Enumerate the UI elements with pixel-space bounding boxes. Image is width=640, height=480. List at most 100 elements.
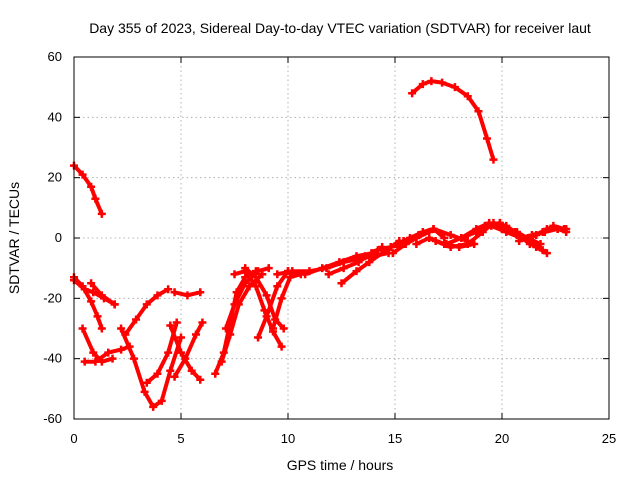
data-point-marker — [438, 78, 447, 87]
data-point-marker — [337, 279, 346, 288]
data-point-marker — [480, 221, 489, 230]
data-point-marker — [129, 354, 138, 363]
data-point-marker — [418, 80, 427, 89]
y-tick-label: 60 — [48, 49, 62, 64]
data-point-marker — [251, 273, 260, 282]
series-line-s19 — [256, 269, 290, 340]
data-point-marker — [97, 291, 106, 300]
data-point-marker — [183, 291, 192, 300]
chart-title: Day 355 of 2023, Sidereal Day-to-day VTE… — [89, 20, 591, 36]
data-point-marker — [89, 348, 98, 357]
data-point-marker — [241, 279, 250, 288]
data-point-marker — [187, 366, 196, 375]
data-point-marker — [277, 342, 286, 351]
data-point-marker — [273, 270, 282, 279]
data-point-marker — [301, 270, 310, 279]
data-point-marker — [532, 230, 541, 239]
data-point-marker — [226, 330, 235, 339]
x-axis-title: GPS time / hours — [287, 457, 394, 473]
data-point-marker — [414, 230, 423, 239]
data-point-marker — [177, 348, 185, 357]
data-point-marker — [542, 249, 551, 258]
data-point-marker — [87, 182, 96, 191]
data-point-marker — [269, 324, 278, 333]
label-layer: 0 5 10 15 20 25 -60 -40 -20 0 20 40 60 — [43, 49, 616, 446]
y-tick-label: -20 — [43, 290, 62, 305]
data-point-marker — [352, 252, 361, 261]
data-point-marker — [264, 264, 273, 273]
data-point-marker — [142, 378, 151, 387]
data-point-marker — [166, 321, 175, 330]
series-line-s11 — [172, 320, 205, 379]
data-point-marker — [117, 345, 126, 354]
data-point-marker — [191, 330, 200, 339]
data-point-marker — [166, 366, 175, 375]
x-tick-label: 25 — [602, 431, 616, 446]
data-point-marker — [450, 83, 459, 92]
data-point-marker — [408, 89, 417, 98]
data-point-marker — [431, 237, 440, 246]
series-line-s5 — [80, 326, 115, 364]
data-point-marker — [286, 273, 295, 282]
data-point-marker — [262, 291, 271, 300]
data-point-marker — [538, 246, 547, 255]
data-point-marker — [241, 264, 250, 273]
data-point-marker — [80, 357, 89, 366]
data-point-marker — [170, 288, 179, 297]
data-point-marker — [254, 267, 263, 276]
data-point-marker — [284, 267, 292, 276]
data-point-marker — [412, 240, 421, 249]
data-point-marker — [483, 134, 492, 143]
data-point-marker — [542, 224, 551, 233]
series-line-s10 — [144, 320, 179, 385]
x-tick-label: 10 — [281, 431, 295, 446]
data-point-marker — [393, 240, 402, 249]
data-point-marker — [472, 227, 481, 236]
y-tick-label: -40 — [43, 351, 62, 366]
data-point-marker — [361, 252, 370, 261]
data-point-marker — [515, 237, 524, 246]
data-point-marker — [254, 333, 263, 342]
data-point-marker — [221, 324, 230, 333]
data-point-marker — [93, 312, 102, 321]
data-point-marker — [157, 396, 166, 405]
data-point-marker — [512, 230, 521, 239]
data-point-marker — [140, 387, 149, 396]
data-point-marker — [87, 279, 96, 288]
data-point-marker — [164, 285, 173, 294]
x-tick-label: 20 — [495, 431, 509, 446]
data-point-marker — [474, 107, 483, 116]
data-point-marker — [97, 324, 106, 333]
data-point-marker — [553, 224, 562, 233]
data-point-marker — [142, 300, 151, 309]
data-point-marker — [324, 270, 333, 279]
data-point-marker — [457, 234, 466, 242]
data-point-marker — [339, 264, 348, 273]
data-point-marker — [498, 224, 506, 233]
y-tick-label: 0 — [55, 230, 62, 245]
series-line-s12 — [168, 323, 203, 382]
y-tick-label: 20 — [48, 170, 62, 185]
x-tick-label: 0 — [70, 431, 77, 446]
data-point-marker — [429, 224, 438, 233]
data-point-marker — [442, 240, 451, 249]
data-point-marker — [91, 357, 100, 366]
data-point-marker — [117, 324, 126, 333]
data-point-marker — [277, 294, 286, 303]
data-point-marker — [91, 194, 100, 203]
series-layer — [70, 77, 571, 411]
data-point-marker — [121, 330, 130, 339]
series-line-s37 — [534, 226, 569, 237]
data-point-marker — [108, 354, 117, 363]
data-point-marker — [153, 291, 162, 300]
data-point-marker — [318, 264, 327, 273]
data-point-marker — [386, 243, 395, 252]
data-point-marker — [104, 348, 113, 357]
data-point-marker — [198, 318, 207, 327]
data-point-marker — [177, 333, 185, 342]
data-point-marker — [373, 246, 382, 255]
data-point-marker — [388, 249, 397, 258]
y-axis-title: SDTVAR / TECUs — [6, 182, 22, 294]
data-point-marker — [489, 155, 498, 164]
